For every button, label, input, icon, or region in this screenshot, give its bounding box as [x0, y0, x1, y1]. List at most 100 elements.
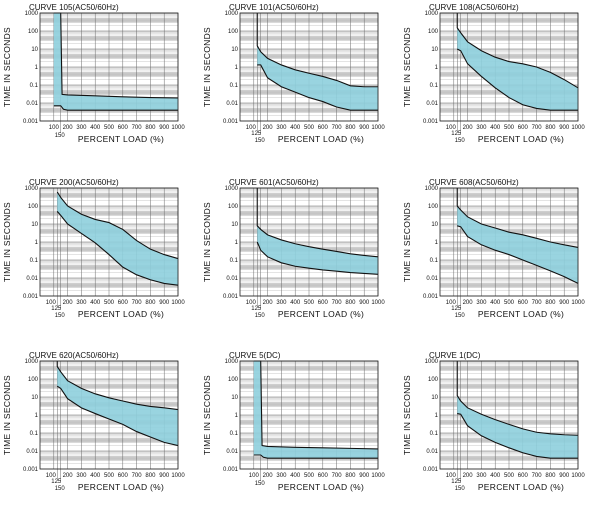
chart-title: CURVE 5(DC) [229, 351, 281, 360]
chart-svg: CURVE 108(AC50/60Hz)10001001010.10.010.0… [402, 3, 585, 144]
x-tick-label: 700 [532, 300, 543, 306]
x-tick-label: 700 [332, 300, 343, 306]
x-tick-label-extra: 125 [451, 479, 462, 485]
y-tick-label: 1000 [425, 186, 439, 192]
x-tick-label: 300 [276, 300, 287, 306]
y-tick-label: 1000 [25, 186, 39, 192]
y-tick-label: 0.001 [23, 119, 39, 125]
y-tick-label: 0.1 [30, 431, 39, 437]
lower-curve [257, 64, 378, 111]
chart-svg: CURVE 620(AC50/60Hz)10001001010.10.010.0… [2, 351, 185, 492]
plot-frame [239, 12, 379, 122]
x-tick-label: 300 [76, 125, 87, 131]
x-tick-label: 200 [463, 473, 474, 479]
y-tick-label: 100 [428, 29, 439, 35]
x-tick-label: 800 [145, 125, 156, 131]
plot-frame [39, 12, 179, 122]
y-tick-label: 1 [435, 65, 439, 71]
x-tick-label: 500 [304, 473, 315, 479]
y-axis-label: TIME IN SECONDS [202, 202, 212, 282]
x-tick-label: 600 [318, 125, 329, 131]
lower-curve [253, 454, 378, 459]
tolerance-band [257, 188, 378, 275]
x-tick-label: 100 [46, 300, 57, 306]
x-tick-label: 300 [476, 300, 487, 306]
y-tick-label: 0.1 [430, 258, 439, 264]
y-tick-label: 10 [231, 222, 238, 228]
x-tick-label-extra: 150 [255, 481, 266, 487]
upper-curve [456, 188, 579, 248]
plot-frame [439, 360, 579, 470]
tolerance-band [53, 13, 178, 111]
x-tick-label: 300 [476, 125, 487, 131]
x-tick-label: 700 [132, 300, 143, 306]
y-tick-label: 10 [431, 222, 438, 228]
x-axis-label: PERCENT LOAD (%) [478, 134, 564, 144]
x-tick-label: 700 [532, 473, 543, 479]
x-tick-label: 400 [90, 473, 101, 479]
y-tick-label: 100 [28, 29, 39, 35]
chart-svg: CURVE 105(AC50/60Hz)10001001010.10.010.0… [2, 3, 185, 144]
y-tick-label: 0.1 [30, 83, 39, 89]
x-tick-label: 600 [318, 473, 329, 479]
tolerance-band [457, 188, 578, 284]
y-tick-label: 0.001 [223, 119, 239, 125]
chart-title: CURVE 620(AC50/60Hz) [29, 351, 119, 360]
y-tick-label: 10 [231, 395, 238, 401]
x-tick-label-extra: 125 [451, 306, 462, 312]
y-tick-label: 0.01 [426, 101, 438, 107]
x-tick-label: 300 [76, 300, 87, 306]
y-tick-label: 10 [431, 395, 438, 401]
x-tick-label: 900 [559, 473, 570, 479]
x-tick-label: 800 [345, 300, 356, 306]
x-axis-label: PERCENT LOAD (%) [478, 309, 564, 319]
x-tick-label: 400 [290, 300, 301, 306]
x-tick-label: 400 [90, 300, 101, 306]
x-tick-label: 500 [104, 125, 115, 131]
y-tick-label: 100 [28, 204, 39, 210]
x-tick-label: 1000 [171, 125, 185, 131]
chart-svg: CURVE 200(AC50/60Hz)10001001010.10.010.0… [2, 178, 185, 319]
x-tick-label: 100 [49, 125, 60, 131]
x-tick-label: 700 [532, 125, 543, 131]
chart-panel: CURVE 108(AC50/60Hz) 1000 100 10 1 0.1 0.01 0.0… [400, 0, 596, 170]
x-tick-label: 400 [490, 473, 501, 479]
x-tick-label: 1000 [171, 300, 185, 306]
x-tick-label: 400 [490, 125, 501, 131]
x-tick-label: 100 [446, 473, 457, 479]
upper-curve [53, 12, 179, 99]
y-tick-label: 0.001 [423, 294, 439, 300]
x-tick-label-extra: 125 [51, 306, 62, 312]
y-tick-label: 0.01 [426, 276, 438, 282]
x-tick-label: 800 [545, 125, 556, 131]
x-tick-label: 500 [304, 300, 315, 306]
x-tick-label: 800 [345, 473, 356, 479]
x-tick-label: 800 [345, 125, 356, 131]
x-tick-label: 400 [90, 125, 101, 131]
chart-svg: CURVE 601(AC50/60Hz)10001001010.10.010.0… [202, 178, 385, 319]
y-tick-label: 0.01 [26, 101, 38, 107]
y-tick-label: 10 [31, 47, 38, 53]
y-tick-label: 100 [428, 204, 439, 210]
y-axis-label: TIME IN SECONDS [402, 202, 412, 282]
x-tick-label: 1000 [171, 473, 185, 479]
x-tick-label: 100 [249, 473, 260, 479]
x-tick-label: 1000 [371, 300, 385, 306]
y-tick-label: 1000 [425, 359, 439, 365]
x-tick-label: 900 [159, 300, 170, 306]
y-tick-label: 1 [235, 413, 239, 419]
x-tick-label: 600 [518, 300, 529, 306]
y-tick-label: 1 [35, 413, 39, 419]
upper-curve [456, 13, 579, 89]
tolerance-band [253, 361, 378, 459]
y-tick-label: 1 [235, 65, 239, 71]
lower-curve [457, 48, 578, 111]
tolerance-band [257, 13, 378, 111]
y-axis-label: TIME IN SECONDS [2, 27, 12, 107]
x-tick-label-extra: 150 [455, 313, 466, 319]
x-axis-label: PERCENT LOAD (%) [278, 309, 364, 319]
x-tick-label-extra: 125 [51, 479, 62, 485]
x-tick-label: 600 [118, 300, 129, 306]
plot-frame [439, 187, 579, 297]
x-tick-label: 200 [63, 300, 74, 306]
